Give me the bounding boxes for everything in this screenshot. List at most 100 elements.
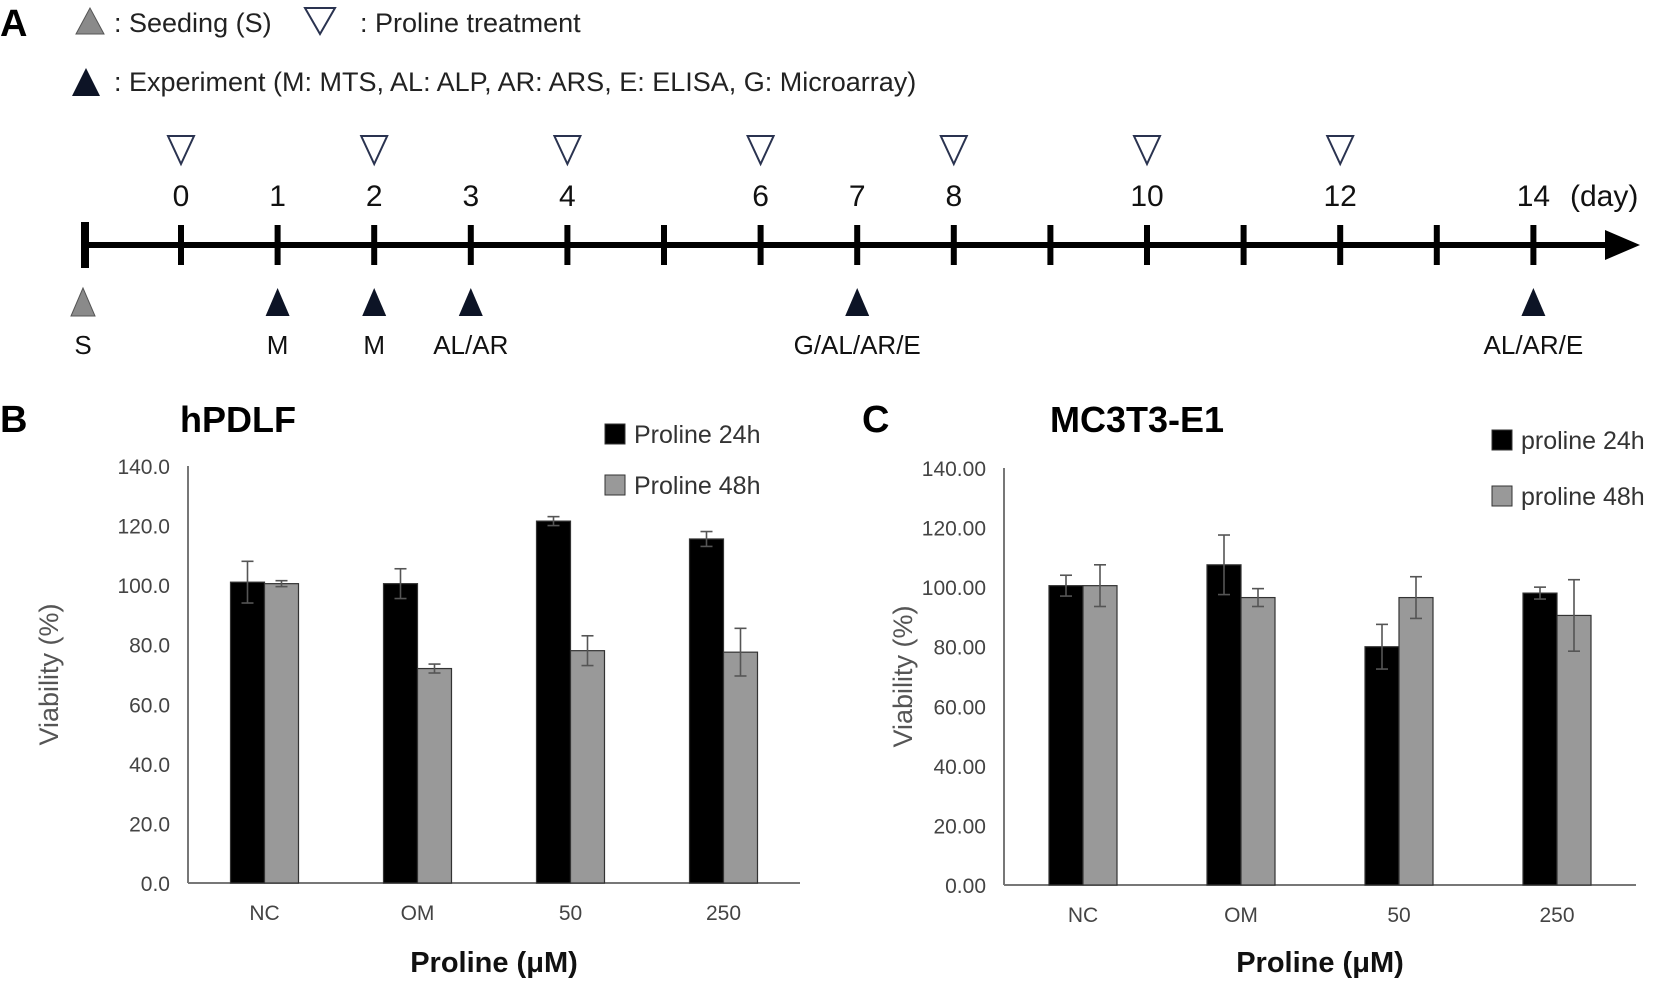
panel-c-letter: C (862, 399, 889, 441)
x-tick-label: 250 (1539, 904, 1574, 927)
y-tick-label: 0.0 (141, 873, 170, 896)
bar-proline-24h (535, 520, 572, 884)
bar-proline-48h (1082, 585, 1118, 886)
seeding-legend-label: : Seeding (S) (114, 8, 272, 38)
bar-proline-48h (569, 650, 606, 884)
y-tick-label: 40.00 (933, 756, 986, 779)
x-tick-label: NC (249, 902, 279, 925)
panel-b-letter: B (0, 399, 27, 441)
timeline-treatment-markers (166, 135, 1355, 167)
timeline-ticks (178, 225, 1537, 265)
treatment-marker-icon (746, 135, 776, 167)
timeline-day-label: 12 (1324, 180, 1357, 213)
treatment-legend-icon (303, 7, 337, 37)
bar-proline-48h (1556, 614, 1592, 886)
experiment-legend-icon (72, 68, 100, 96)
treatment-marker-icon (939, 135, 969, 167)
y-tick-label: 40.0 (129, 754, 170, 777)
y-axis-title: Viability (%) (888, 605, 918, 747)
timeline-day-label: 0 (173, 180, 190, 213)
x-tick-label: OM (1224, 904, 1258, 927)
y-tick-label: 0.00 (945, 875, 986, 898)
seeding-marker-label: S (74, 330, 91, 360)
bar-proline-24h (688, 538, 725, 884)
bar-proline-24h (229, 581, 266, 884)
treatment-legend-label: : Proline treatment (360, 8, 581, 38)
timeline-day-label: 14 (1517, 180, 1550, 213)
panel-c-chart: C MC3T3-E1 0.00 20.00 40.00 60.00 80.00 100.00… (862, 399, 1645, 979)
x-tick-label: 250 (706, 902, 741, 925)
timeline-unit-label: (day) (1570, 180, 1638, 213)
timeline-day-label: 3 (462, 180, 479, 213)
x-tick-label: 50 (1387, 904, 1410, 927)
timeline-day-label: 10 (1130, 180, 1163, 213)
bar-proline-24h (1048, 585, 1084, 886)
y-tick-label: 140.00 (922, 458, 986, 481)
timeline-day-label: 8 (945, 180, 962, 213)
legend-label: proline 48h (1521, 483, 1645, 511)
bar-proline-24h (1206, 564, 1242, 886)
chart-title: MC3T3-E1 (1050, 399, 1224, 440)
bar-proline-24h (1364, 646, 1400, 886)
treatment-marker-icon (166, 135, 196, 167)
bar-proline-24h (1522, 592, 1558, 886)
x-axis-title: Proline (μM) (410, 947, 578, 979)
timeline-day-label: 6 (752, 180, 769, 213)
timeline-arrow-icon (1605, 230, 1640, 260)
y-tick-label: 20.0 (129, 813, 170, 836)
bar-proline-48h (1240, 596, 1276, 886)
bar-proline-48h (416, 667, 453, 884)
timeline-day-label: 4 (559, 180, 576, 213)
y-tick-label: 80.0 (129, 635, 170, 658)
y-tick-label: 60.0 (129, 694, 170, 717)
y-tick-label: 20.00 (933, 815, 986, 838)
legend-label: Proline 48h (634, 472, 760, 500)
experiment-marker-label: AL/AR (433, 330, 508, 360)
chart-title: hPDLF (180, 399, 296, 440)
treatment-marker-icon (1325, 135, 1355, 167)
legend-swatch (1491, 485, 1513, 507)
timeline-day-labels: 0 1 2 3 4 6 7 8 10 12 14 (173, 180, 1550, 213)
experiment-marker-icon (1521, 288, 1546, 316)
legend-swatch (604, 474, 626, 496)
y-tick-label: 80.00 (933, 637, 986, 660)
panel-b-chart: B hPDLF 0.0 20.0 40.0 60.0 80.0 100.0 120.0 140.… (0, 399, 800, 979)
y-axis-title: Viability (%) (34, 603, 64, 745)
y-tick-label: 120.00 (922, 518, 986, 541)
treatment-marker-icon (359, 135, 389, 167)
experiment-marker-label: G/AL/AR/E (794, 330, 921, 360)
seeding-legend-icon (75, 6, 105, 35)
experiment-marker-icon (458, 288, 483, 316)
timeline-experiment-markers: S M M AL/AR G/AL/AR/E AL/AR/E (70, 286, 1584, 360)
x-tick-label: OM (401, 902, 435, 925)
experiment-marker-label: M (363, 330, 385, 360)
experiment-marker-icon (265, 288, 290, 316)
bar-proline-48h (263, 583, 300, 884)
timeline-day-label: 7 (849, 180, 866, 213)
experiment-marker-label: M (267, 330, 289, 360)
bar-proline-48h (1398, 596, 1434, 886)
legend-swatch (1491, 429, 1513, 451)
legend-label: proline 24h (1521, 427, 1645, 455)
experiment-marker-icon (362, 288, 387, 316)
treatment-marker-icon (1132, 135, 1162, 167)
y-tick-label: 100.0 (117, 575, 170, 598)
treatment-marker-icon (552, 135, 582, 167)
x-axis-title: Proline (μM) (1236, 947, 1404, 979)
y-tick-label: 140.0 (117, 456, 170, 479)
x-tick-label: 50 (559, 902, 582, 925)
y-tick-label: 120.0 (117, 516, 170, 539)
seeding-marker-icon (70, 286, 96, 317)
bar-proline-48h (722, 651, 759, 884)
y-tick-label: 100.00 (922, 577, 986, 600)
bar-proline-24h (382, 583, 419, 884)
experiment-legend-label: : Experiment (M: MTS, AL: ALP, AR: ARS, … (114, 67, 916, 97)
timeline-day-label: 2 (366, 180, 383, 213)
y-tick-label: 60.00 (933, 696, 986, 719)
timeline-day-label: 1 (269, 180, 286, 213)
experiment-marker-label: AL/AR/E (1484, 330, 1584, 360)
experiment-marker-icon (845, 288, 870, 316)
legend-swatch (604, 423, 626, 445)
x-tick-label: NC (1068, 904, 1098, 927)
panel-a-letter: A (0, 3, 27, 45)
